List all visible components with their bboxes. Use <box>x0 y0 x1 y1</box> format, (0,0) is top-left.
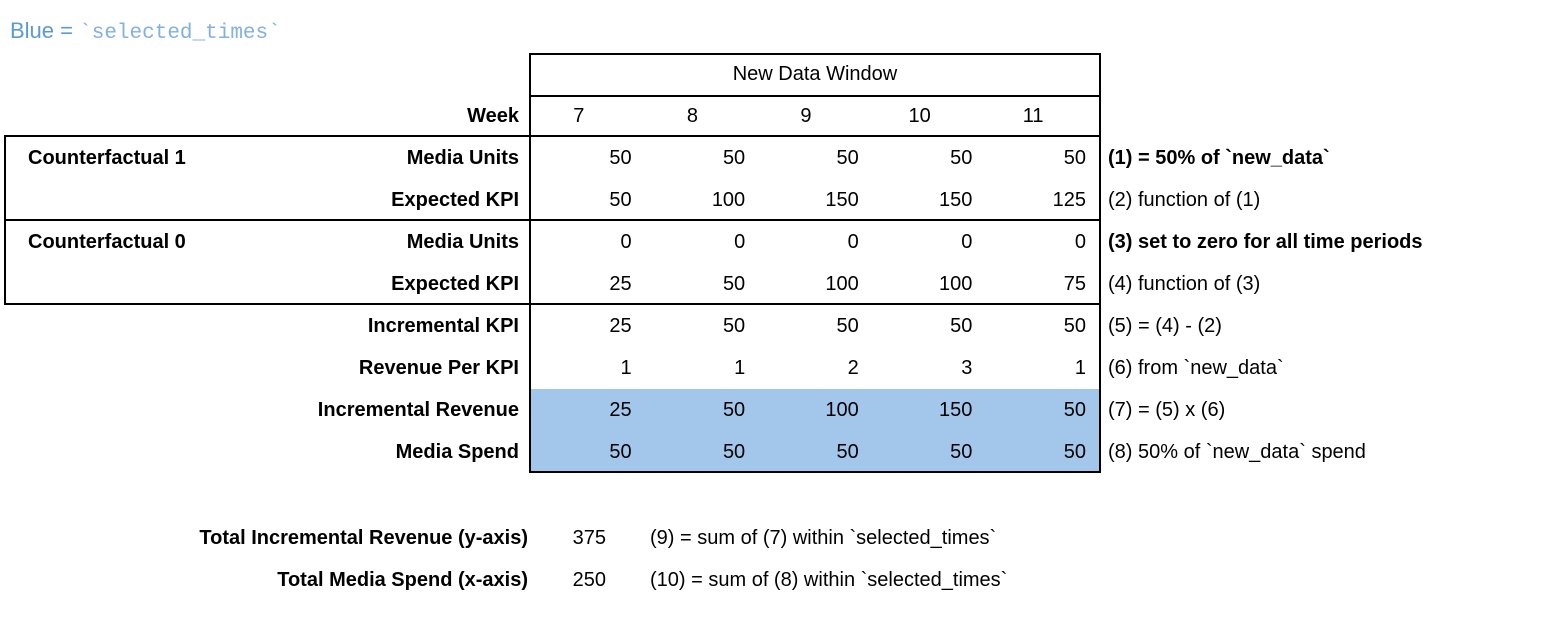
week-numbers-row: 7 8 9 10 11 <box>531 95 1099 137</box>
value-cell: 1 <box>1074 356 1086 379</box>
value-cell: 0 <box>847 230 859 253</box>
total-incremental-revenue-annotation: (9) = sum of (7) within `selected_times` <box>650 526 997 549</box>
row-annotation: (7) = (5) x (6) <box>1108 398 1226 421</box>
value-cell: 100 <box>825 398 859 421</box>
week-cell: 10 <box>908 104 931 127</box>
total-media-spend-annotation: (10) = sum of (8) within `selected_times… <box>650 568 1008 591</box>
legend-note: Blue = `selected_times` <box>10 18 281 45</box>
row-label: Incremental KPI <box>367 314 519 337</box>
row-annotation: (1) = 50% of `new_data` <box>1108 146 1330 169</box>
table-row-highlighted: 50 50 50 50 50 <box>531 431 1099 473</box>
row-label: Expected KPI <box>391 188 519 211</box>
value-cell: 50 <box>950 146 973 169</box>
value-cell: 25 <box>609 398 632 421</box>
table-row: 50 100 150 150 125 <box>531 179 1099 221</box>
group-label-counterfactual-1: Counterfactual 1 <box>28 146 186 169</box>
week-cell: 8 <box>686 104 698 127</box>
divider-below-counterfactual-0 <box>4 303 1101 305</box>
value-cell: 0 <box>1074 230 1086 253</box>
value-cell: 0 <box>734 230 746 253</box>
row-annotation: (4) function of (3) <box>1108 272 1261 295</box>
value-cell: 50 <box>1063 146 1086 169</box>
divider-below-week-row <box>4 135 1101 137</box>
value-cell: 50 <box>1063 440 1086 463</box>
value-cell: 1 <box>620 356 632 379</box>
value-cell: 50 <box>609 440 632 463</box>
total-media-spend-label: Total Media Spend (x-axis) <box>277 568 528 591</box>
row-label: Revenue Per KPI <box>358 356 519 379</box>
value-cell: 3 <box>961 356 973 379</box>
value-cell: 50 <box>950 440 973 463</box>
week-row-label: Week <box>467 104 519 127</box>
value-cell: 0 <box>961 230 973 253</box>
value-cell: 50 <box>722 398 746 421</box>
table-row: 50 50 50 50 50 <box>531 137 1099 179</box>
table-row: 25 50 50 50 50 <box>531 305 1099 347</box>
value-cell: 50 <box>722 272 746 295</box>
divider-between-counterfactuals <box>4 219 1101 221</box>
week-cell: 7 <box>573 104 585 127</box>
table-row: 1 1 2 3 1 <box>531 347 1099 389</box>
total-incremental-revenue-label: Total Incremental Revenue (y-axis) <box>199 526 528 549</box>
row-annotation: (6) from `new_data` <box>1108 356 1284 379</box>
value-cell: 25 <box>609 272 632 295</box>
value-cell: 75 <box>1063 272 1086 295</box>
group-label-counterfactual-0: Counterfactual 0 <box>28 230 186 253</box>
row-annotation: (8) 50% of `new_data` spend <box>1108 440 1366 463</box>
value-cell: 150 <box>825 188 859 211</box>
value-cell: 150 <box>939 398 973 421</box>
value-cell: 50 <box>722 314 746 337</box>
week-cell: 11 <box>1022 104 1044 127</box>
value-cell: 50 <box>609 188 632 211</box>
legend-selected-times-code: `selected_times` <box>79 22 281 45</box>
table-row: 25 50 100 100 75 <box>531 263 1099 305</box>
row-label: Media Units <box>406 146 519 169</box>
legend-blue-label: Blue = <box>10 18 80 43</box>
row-label: Media Units <box>406 230 519 253</box>
value-cell: 2 <box>847 356 859 379</box>
new-data-window-header: New Data Window <box>732 62 898 85</box>
week-cell: 9 <box>800 104 812 127</box>
total-incremental-revenue-value: 375 <box>572 526 606 549</box>
value-cell: 50 <box>836 440 859 463</box>
row-label: Expected KPI <box>391 272 519 295</box>
value-cell: 150 <box>939 188 973 211</box>
row-annotation: (3) set to zero for all time periods <box>1108 230 1423 253</box>
value-cell: 100 <box>939 272 973 295</box>
value-cell: 1 <box>734 356 746 379</box>
row-label: Media Spend <box>395 440 519 463</box>
value-cell: 50 <box>950 314 973 337</box>
value-cell: 25 <box>609 314 632 337</box>
total-media-spend-value: 250 <box>572 568 606 591</box>
row-annotation: (5) = (4) - (2) <box>1108 314 1222 337</box>
value-cell: 50 <box>722 146 746 169</box>
value-cell: 0 <box>620 230 632 253</box>
value-cell: 50 <box>836 146 859 169</box>
value-cell: 125 <box>1052 188 1086 211</box>
value-cell: 50 <box>722 440 746 463</box>
row-annotation: (2) function of (1) <box>1108 188 1261 211</box>
row-label: Incremental Revenue <box>317 398 519 421</box>
table-row-highlighted: 25 50 100 150 50 <box>531 389 1099 431</box>
selected-times-highlight <box>531 389 1099 471</box>
table-row: 0 0 0 0 0 <box>531 221 1099 263</box>
divider-below-window-header <box>529 95 1101 97</box>
value-cell: 50 <box>1063 398 1086 421</box>
value-cell: 50 <box>1063 314 1086 337</box>
value-cell: 50 <box>836 314 859 337</box>
label-box-left-border <box>4 135 6 305</box>
value-cell: 100 <box>711 188 746 211</box>
value-cell: 100 <box>825 272 859 295</box>
data-table-border <box>529 53 1101 473</box>
value-cell: 50 <box>609 146 632 169</box>
